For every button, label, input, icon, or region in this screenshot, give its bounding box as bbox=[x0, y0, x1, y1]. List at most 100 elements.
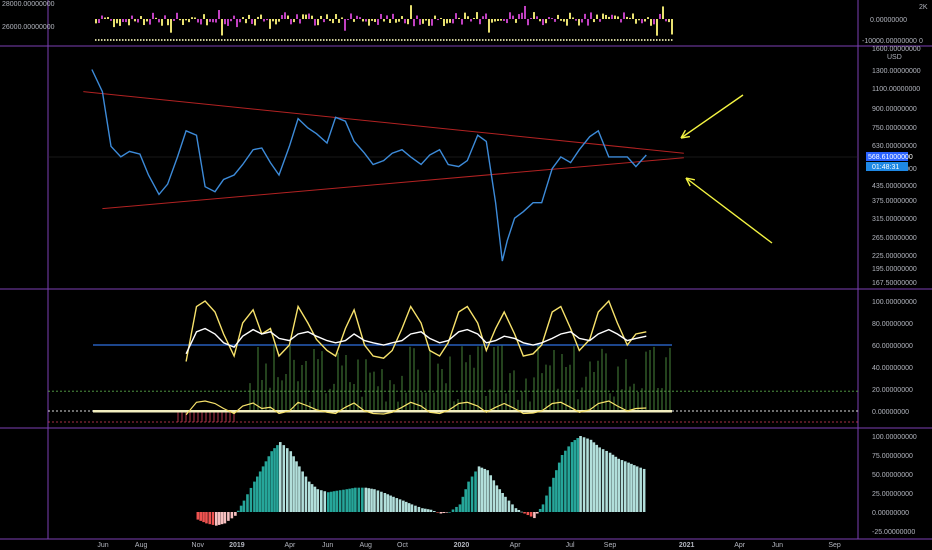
momentum-bar bbox=[199, 512, 202, 521]
volume-dot bbox=[341, 39, 343, 41]
volume-bar bbox=[116, 19, 118, 24]
volume-dot bbox=[632, 39, 634, 41]
volume-dot bbox=[212, 39, 214, 41]
volume-dot bbox=[308, 39, 310, 41]
volume-dot bbox=[404, 39, 406, 41]
time-axis-label: 2019 bbox=[229, 542, 245, 549]
volume-bar bbox=[197, 19, 199, 23]
volume-dot bbox=[329, 39, 331, 41]
volume-dot bbox=[419, 39, 421, 41]
volume-bar bbox=[308, 13, 310, 19]
volume-dot bbox=[521, 39, 523, 41]
mom-tick-label: 0.00000000 bbox=[872, 510, 909, 517]
momentum-bar bbox=[383, 493, 387, 512]
volume-dot bbox=[554, 39, 556, 41]
momentum-bar bbox=[576, 438, 579, 512]
volume-bar bbox=[191, 17, 193, 19]
volume-bar bbox=[617, 16, 619, 19]
volume-dot bbox=[461, 39, 463, 41]
price-tick-label: 167.50000000 bbox=[872, 280, 917, 287]
momentum-bar bbox=[598, 447, 601, 512]
volume-bar bbox=[497, 19, 499, 22]
volume-dot bbox=[656, 39, 658, 41]
volume-bar bbox=[440, 17, 442, 19]
volume-dot bbox=[311, 39, 313, 41]
momentum-bar bbox=[211, 512, 215, 525]
price-tick-label: 225.00000000 bbox=[872, 253, 917, 260]
volume-dot bbox=[563, 39, 565, 41]
momentum-bar bbox=[289, 451, 293, 512]
volume-dot bbox=[152, 39, 154, 41]
volume-dot bbox=[302, 39, 304, 41]
volume-dot bbox=[596, 39, 598, 41]
volume-bar bbox=[206, 19, 208, 26]
volume-bar bbox=[392, 13, 394, 19]
momentum-bar bbox=[592, 442, 596, 512]
volume-dot bbox=[350, 39, 352, 41]
momentum-bar bbox=[504, 496, 507, 512]
volume-bar bbox=[635, 19, 637, 24]
volume-bar bbox=[596, 14, 598, 19]
volume-dot bbox=[386, 39, 388, 41]
volume-dot bbox=[173, 39, 175, 41]
upper-arrow-shaft bbox=[680, 94, 744, 139]
volume-bar bbox=[470, 19, 472, 22]
momentum-bar bbox=[495, 485, 499, 512]
volume-bar bbox=[503, 19, 505, 21]
volume-bar bbox=[365, 19, 367, 22]
volume-bar bbox=[572, 17, 574, 19]
volume-bar bbox=[404, 19, 406, 24]
volume-bar bbox=[584, 13, 586, 19]
volume-dot bbox=[95, 39, 97, 41]
volume-bar bbox=[668, 19, 670, 23]
volume-bar bbox=[548, 17, 550, 19]
volume-bar bbox=[353, 19, 355, 22]
volume-bar bbox=[113, 19, 115, 28]
volume-dot bbox=[287, 39, 289, 41]
volume-dot bbox=[203, 39, 205, 41]
volume-dot bbox=[215, 39, 217, 41]
volume-bar bbox=[602, 13, 604, 19]
momentum-bar bbox=[313, 486, 317, 512]
momentum-bar bbox=[242, 500, 246, 512]
lower-arrow-head bbox=[685, 177, 691, 187]
volume-dot bbox=[200, 39, 202, 41]
volume-bar bbox=[350, 13, 352, 19]
volume-dot bbox=[491, 39, 493, 41]
volume-dot bbox=[164, 39, 166, 41]
volume-bar bbox=[254, 19, 256, 26]
price-tick-label: 1100.00000000 bbox=[872, 86, 920, 93]
momentum-bar bbox=[486, 470, 489, 512]
momentum-bar bbox=[489, 475, 493, 512]
volume-bar bbox=[128, 19, 130, 26]
momentum-bar bbox=[501, 493, 504, 512]
volume-dot bbox=[518, 39, 520, 41]
volume-dot bbox=[371, 39, 373, 41]
volume-dot bbox=[611, 39, 613, 41]
volume-dot bbox=[515, 39, 517, 41]
volume-dot bbox=[158, 39, 160, 41]
volume-bar bbox=[395, 19, 397, 23]
volume-dot bbox=[344, 39, 346, 41]
right-tick-label: -10000.00000000 bbox=[862, 38, 917, 45]
volume-bar bbox=[335, 14, 337, 19]
volume-dot bbox=[650, 39, 652, 41]
volume-dot bbox=[323, 39, 325, 41]
volume-bar bbox=[110, 19, 112, 21]
volume-bar bbox=[107, 17, 109, 19]
volume-dot bbox=[671, 39, 673, 41]
volume-dot bbox=[449, 39, 451, 41]
time-axis-label: Sep bbox=[604, 542, 617, 549]
mom-tick-label: 25.00000000 bbox=[872, 491, 913, 498]
volume-dot bbox=[494, 39, 496, 41]
volume-dot bbox=[479, 39, 481, 41]
momentum-bar bbox=[630, 463, 633, 512]
momentum-bar bbox=[573, 440, 577, 512]
volume-dot bbox=[395, 39, 397, 41]
momentum-bar bbox=[605, 450, 608, 512]
volume-dot bbox=[662, 39, 664, 41]
volume-dot bbox=[431, 39, 433, 41]
momentum-bar bbox=[316, 489, 320, 512]
volume-bar bbox=[368, 19, 370, 26]
momentum-bar bbox=[335, 490, 339, 512]
